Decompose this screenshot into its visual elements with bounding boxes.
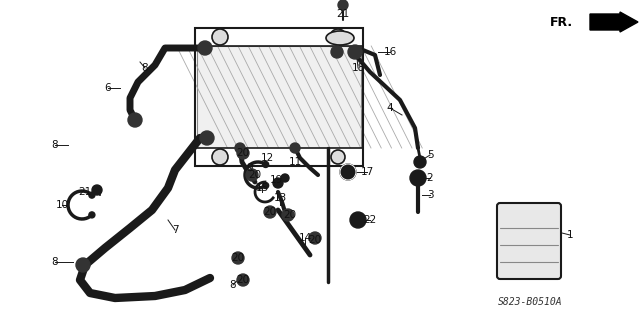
Text: 20: 20 <box>248 170 262 180</box>
Text: 3: 3 <box>427 190 433 200</box>
Bar <box>195 28 363 166</box>
Circle shape <box>89 192 95 198</box>
Text: 21: 21 <box>78 187 92 197</box>
Text: 11: 11 <box>289 157 301 167</box>
Text: 5: 5 <box>427 150 433 160</box>
FancyArrow shape <box>590 12 638 32</box>
Text: 6: 6 <box>105 83 111 93</box>
Circle shape <box>235 143 245 153</box>
Text: 12: 12 <box>260 153 274 163</box>
Text: 14: 14 <box>298 233 312 243</box>
Circle shape <box>281 174 289 182</box>
Text: 16: 16 <box>383 47 397 57</box>
Bar <box>197 46 361 148</box>
Circle shape <box>237 274 249 286</box>
Text: 19: 19 <box>269 175 283 185</box>
Text: 22: 22 <box>364 215 376 225</box>
Circle shape <box>262 161 269 167</box>
Circle shape <box>76 258 90 272</box>
Text: 8: 8 <box>52 140 58 150</box>
Circle shape <box>246 169 258 181</box>
Circle shape <box>89 212 95 218</box>
Circle shape <box>290 143 300 153</box>
Circle shape <box>340 164 356 180</box>
FancyBboxPatch shape <box>497 203 561 279</box>
Ellipse shape <box>326 31 354 45</box>
Circle shape <box>212 29 228 45</box>
Circle shape <box>348 45 362 59</box>
Circle shape <box>198 41 212 55</box>
Circle shape <box>92 185 102 195</box>
Circle shape <box>237 147 249 159</box>
Text: 7: 7 <box>172 225 179 235</box>
Text: 2: 2 <box>427 173 433 183</box>
Circle shape <box>264 206 276 218</box>
Circle shape <box>350 212 366 228</box>
Circle shape <box>330 29 346 45</box>
Text: 20: 20 <box>308 235 321 245</box>
Text: S823-B0510A: S823-B0510A <box>498 297 563 307</box>
Text: 10: 10 <box>56 200 68 210</box>
Text: 21: 21 <box>337 9 349 19</box>
Text: 17: 17 <box>360 167 374 177</box>
Circle shape <box>282 209 294 221</box>
Text: 20: 20 <box>236 148 250 158</box>
Text: 20: 20 <box>232 253 244 263</box>
Text: 8: 8 <box>141 63 148 73</box>
Text: FR.: FR. <box>550 16 573 28</box>
Bar <box>195 148 363 166</box>
Circle shape <box>200 131 214 145</box>
Text: 15: 15 <box>255 183 269 193</box>
Text: 8: 8 <box>52 257 58 267</box>
Circle shape <box>212 149 228 165</box>
Circle shape <box>331 150 345 164</box>
Text: 8: 8 <box>230 280 236 290</box>
Text: 4: 4 <box>387 103 394 113</box>
Circle shape <box>331 46 343 58</box>
Text: 18: 18 <box>351 63 365 73</box>
Circle shape <box>262 182 269 189</box>
Circle shape <box>232 252 244 264</box>
Bar <box>195 28 363 46</box>
Circle shape <box>410 170 426 186</box>
Circle shape <box>128 113 142 127</box>
Text: 9: 9 <box>246 163 253 173</box>
Circle shape <box>414 156 426 168</box>
Circle shape <box>338 0 348 10</box>
Text: 20: 20 <box>264 207 276 217</box>
Text: 1: 1 <box>566 230 573 240</box>
Text: 20: 20 <box>284 210 296 220</box>
Circle shape <box>273 178 283 188</box>
Circle shape <box>309 232 321 244</box>
Text: 20: 20 <box>236 275 250 285</box>
Text: 13: 13 <box>273 193 287 203</box>
